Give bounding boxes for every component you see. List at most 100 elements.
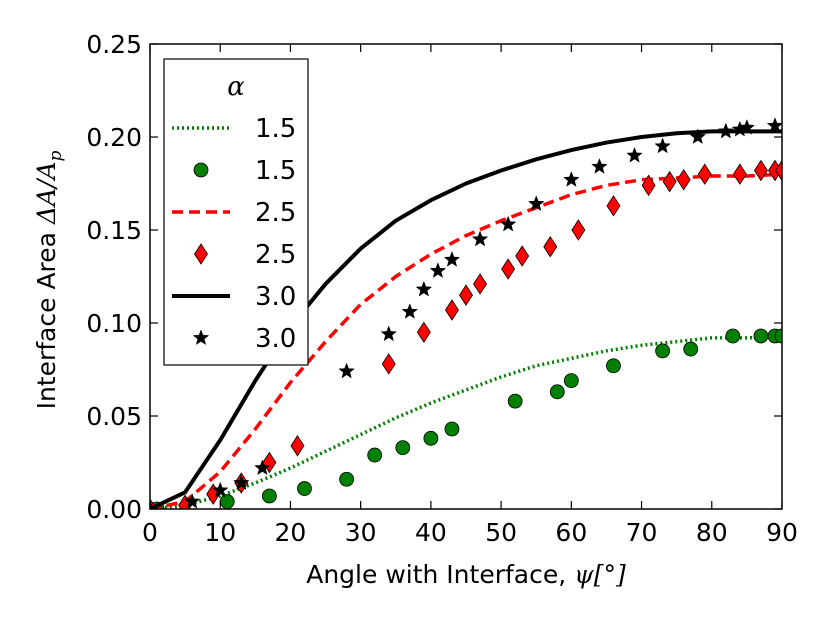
data-point-markers-3.0: [443, 251, 461, 267]
x-tick-label: 90: [766, 518, 798, 547]
y-axis-label: Interface Area ΔA/Ap: [32, 150, 66, 409]
data-point-markers-2.5: [641, 174, 656, 197]
data-point-markers-3.0: [415, 280, 433, 297]
x-tick-label: 60: [555, 518, 587, 547]
series-line-line-1.5: [150, 334, 782, 509]
data-point-markers-3.0: [380, 325, 398, 342]
data-point-markers-2.5: [543, 236, 558, 258]
data-point-markers-2.5: [775, 159, 782, 182]
data-point-markers-2.5: [515, 245, 530, 267]
data-point-markers-1.5: [297, 481, 312, 496]
data-point-markers-3.0: [689, 128, 707, 145]
legend-entry-line-1.5: 1.5: [172, 114, 296, 144]
data-point-markers-2.5: [416, 321, 431, 344]
x-tick-label: 0: [142, 518, 158, 547]
data-point-markers-3.0: [183, 492, 201, 509]
data-point-markers-3.0: [338, 362, 355, 379]
series-layer: [150, 117, 782, 509]
legend-title: α: [227, 72, 245, 102]
x-axis-label-math: ψ[°]: [574, 560, 626, 589]
data-point-markers-1.5: [563, 373, 579, 389]
series-markers-2.5: [150, 159, 782, 509]
data-point-markers-3.0: [717, 122, 735, 139]
data-point-markers-1.5: [423, 430, 439, 446]
data-point-markers-1.5: [507, 393, 523, 409]
data-point-markers-2.5: [571, 219, 586, 241]
data-point-markers-2.5: [606, 195, 621, 217]
data-point-markers-3.0: [766, 117, 782, 133]
x-tick-label: 80: [696, 518, 728, 547]
data-point-markers-1.5: [683, 341, 699, 357]
data-point-markers-1.5: [219, 494, 235, 509]
x-tick-label: 40: [415, 518, 447, 547]
series-markers-3.0: [150, 117, 782, 509]
data-point-markers-2.5: [753, 159, 768, 182]
legend-entry-markers-3.0: 3.0: [192, 324, 296, 354]
x-tick-label: 10: [204, 518, 236, 547]
data-point-markers-3.0: [150, 500, 159, 509]
data-point-markers-2.5: [676, 169, 691, 191]
data-point-markers-3.0: [591, 158, 608, 174]
data-point-markers-3.0: [527, 195, 545, 211]
data-point-markers-3.0: [654, 137, 671, 154]
legend-label: 1.5: [255, 114, 296, 144]
data-point-markers-3.0: [254, 459, 271, 476]
x-axis-label-text: Angle with Interface,: [306, 560, 574, 589]
y-tick-label: 0.25: [86, 30, 142, 59]
data-point-markers-2.5: [473, 273, 488, 295]
data-point-markers-1.5: [549, 384, 565, 400]
legend-label: 2.5: [255, 240, 296, 270]
data-point-markers-2.5: [459, 284, 473, 306]
data-point-markers-3.0: [499, 215, 517, 232]
data-point-markers-3.0: [471, 230, 489, 247]
x-axis-label: Angle with Interface, ψ[°]: [306, 560, 626, 589]
y-tick-label: 0.10: [86, 309, 142, 338]
legend-entry-markers-1.5: 1.5: [193, 156, 296, 186]
data-point-markers-1.5: [261, 488, 277, 504]
data-point-markers-1.5: [753, 328, 769, 344]
legend-label: 1.5: [255, 156, 296, 186]
x-tick-label: 30: [345, 518, 377, 547]
plot-frame: [149, 43, 783, 510]
legend-entry-line-2.5: 2.5: [172, 198, 296, 228]
legend-label: 3.0: [255, 282, 296, 312]
data-point-markers-2.5: [501, 258, 516, 280]
y-tick-label: 0.15: [86, 216, 142, 245]
data-point-markers-3.0: [401, 303, 419, 319]
data-point-markers-3.0: [626, 146, 643, 163]
data-point-markers-2.5: [444, 299, 459, 321]
data-point-markers-2.5: [697, 163, 712, 185]
data-point-markers-1.5: [606, 358, 621, 374]
data-point-markers-3.0: [233, 474, 250, 490]
data-point-markers-1.5: [725, 328, 741, 344]
y-axis-label-math: ΔA/A: [32, 161, 61, 225]
y-axis-label-sub: p: [46, 150, 66, 161]
x-tick-label: 20: [275, 518, 307, 547]
y-axis-label-text: Interface Area: [32, 224, 61, 409]
series-line-1.5: [150, 334, 782, 509]
y-tick-label: 0.05: [86, 402, 142, 431]
legend: α 1.5 1.5 2.5 2.5 3.0 3.0: [163, 58, 309, 366]
data-point-markers-2.5: [732, 163, 747, 185]
data-point-markers-1.5: [339, 471, 355, 487]
series-line-2.5: [150, 172, 782, 509]
legend-swatch-marker: [192, 329, 210, 346]
data-point-markers-3.0: [738, 118, 756, 135]
data-point-markers-2.5: [662, 170, 677, 193]
legend-label: 2.5: [255, 198, 296, 228]
data-point-markers-3.0: [211, 481, 229, 498]
legend-entry-line-3.0: 3.0: [172, 282, 296, 312]
data-point-markers-1.5: [367, 447, 383, 463]
data-point-markers-3.0: [563, 171, 580, 187]
legend-box: [163, 58, 309, 366]
legend-entries: 1.5 1.5 2.5 2.5 3.0 3.0: [172, 114, 296, 354]
x-tick-label: 70: [626, 518, 658, 547]
data-point-markers-1.5: [655, 343, 671, 359]
data-point-markers-1.5: [444, 421, 460, 437]
legend-swatch-marker: [193, 162, 209, 178]
ticks-layer: 0 10 20 30 40 50 60 70 80 90 0.00 0.05 0.10 0.15 0.20 0…: [86, 30, 798, 547]
series-line-3.0: [150, 129, 782, 509]
data-point-markers-3.0: [429, 262, 447, 278]
series-line-line-3.0: [150, 129, 782, 509]
